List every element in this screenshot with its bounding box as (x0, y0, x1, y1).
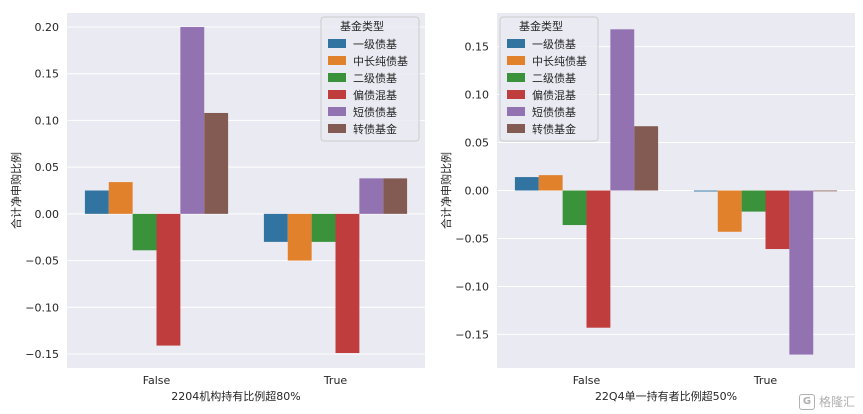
y-tick-label: 0.00 (35, 208, 60, 221)
x-axis-label: 2204机构持有比例超80% (171, 389, 300, 403)
legend-entry: 短债债基 (532, 105, 576, 119)
legend-swatch (328, 124, 346, 133)
legend-entry: 二级债基 (532, 71, 576, 85)
y-tick-label: 0.15 (465, 41, 490, 54)
bar (741, 190, 766, 212)
y-tick-label: 0.10 (35, 114, 60, 127)
bar (634, 126, 659, 191)
legend-swatch (328, 56, 346, 65)
chart-panel-2: −0.15 −0.10 −0.05 0.00 0.05 0.10 0.15 False True… (439, 13, 855, 403)
legend-swatch (328, 107, 346, 116)
legend-entry: 偏债混基 (353, 88, 397, 102)
legend-swatch (507, 39, 525, 48)
bar (311, 213, 336, 242)
chart-panel-1: −0.15 −0.10 −0.05 0.00 0.05 0.10 0.15 0.20 False… (9, 13, 425, 403)
legend-swatch (507, 56, 525, 65)
y-tick-label: −0.05 (25, 255, 59, 268)
legend-swatch (328, 73, 346, 82)
bar (610, 29, 635, 191)
watermark-text: 格隆汇 (818, 395, 855, 409)
bar (693, 190, 718, 192)
y-tick-label: −0.10 (455, 280, 489, 293)
bar (204, 112, 229, 214)
bar (132, 213, 157, 251)
bar (359, 178, 384, 214)
y-tick-label: 0.05 (465, 137, 490, 150)
bar (335, 213, 360, 354)
bar (538, 175, 563, 191)
watermark: G 格隆汇 (798, 393, 855, 410)
bar (813, 190, 838, 192)
bar (514, 177, 539, 191)
bar (180, 27, 205, 214)
legend-swatch (507, 124, 525, 133)
legend-entry: 短债债基 (353, 105, 397, 119)
x-tick-label: True (323, 374, 348, 387)
y-tick-label: 0.00 (465, 185, 490, 198)
y-tick-label: 0.05 (35, 161, 60, 174)
legend-entry: 一级债基 (532, 37, 576, 51)
legend-entry: 中长纯债基 (532, 54, 587, 68)
legend-swatch (328, 90, 346, 99)
y-tick-label: −0.15 (455, 328, 489, 341)
y-tick-label: −0.10 (25, 301, 59, 314)
bar (765, 190, 790, 250)
x-tick-label: True (753, 374, 778, 387)
legend-entry: 中长纯债基 (353, 54, 408, 68)
legend-title: 基金类型 (340, 19, 384, 33)
y-tick-label: 0.15 (35, 68, 60, 81)
bar (586, 190, 611, 328)
bar (789, 190, 814, 355)
y-tick-label: −0.15 (25, 348, 59, 361)
legend-swatch (507, 73, 525, 82)
legend-swatch (328, 39, 346, 48)
y-tick-label: −0.05 (455, 232, 489, 245)
y-axis-label: 合计净申购比例 (439, 152, 453, 229)
y-tick-label: 0.20 (35, 21, 60, 34)
bar (84, 190, 109, 214)
legend-entry: 转债基金 (532, 122, 576, 136)
bar (287, 213, 312, 261)
y-tick-label: 0.10 (465, 89, 490, 102)
x-axis-label: 22Q4单一持有者比例超50% (595, 389, 737, 403)
bar (717, 190, 742, 232)
bar (562, 190, 587, 226)
x-tick-label: False (573, 374, 601, 387)
legend-entry: 转债基金 (353, 122, 397, 136)
legend-title: 基金类型 (519, 19, 563, 33)
legend-swatch (507, 90, 525, 99)
bar (108, 182, 133, 214)
bar (156, 213, 181, 346)
x-tick-label: False (143, 374, 171, 387)
legend-entry: 一级债基 (353, 37, 397, 51)
legend-entry: 二级债基 (353, 71, 397, 85)
watermark-logo-icon: G (798, 393, 815, 410)
legend-entry: 偏债混基 (532, 88, 576, 102)
bar (383, 178, 408, 214)
y-axis-label: 合计净申购比例 (9, 152, 23, 229)
bar (263, 213, 288, 242)
legend-swatch (507, 107, 525, 116)
